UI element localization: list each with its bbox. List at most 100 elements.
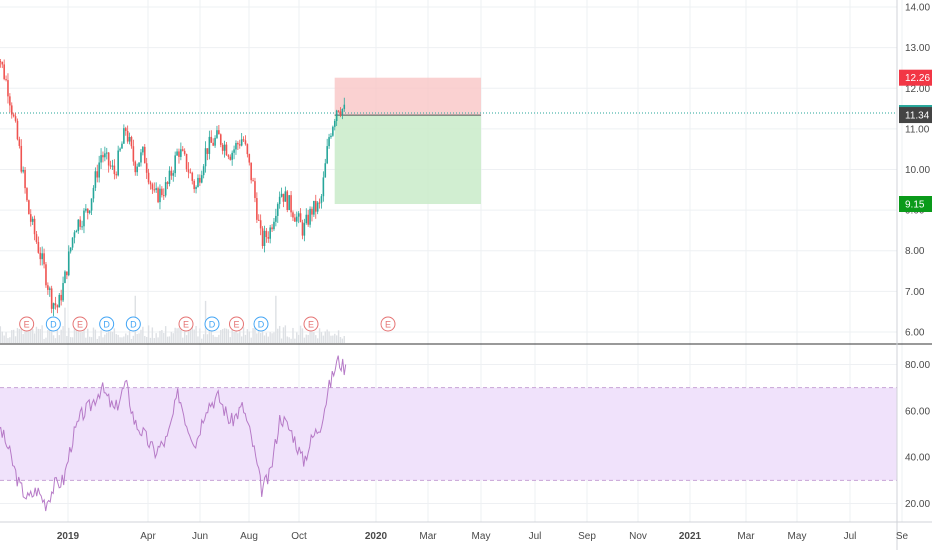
candle-body: [267, 237, 270, 239]
volume-bar: [77, 327, 79, 343]
candle-body: [195, 186, 197, 190]
candle-body: [212, 142, 214, 146]
candle-body: [75, 230, 78, 233]
volume-bar: [69, 337, 72, 343]
candle-body: [330, 135, 332, 138]
dividend-marker[interactable]: D: [204, 316, 220, 332]
candle-body: [126, 130, 129, 142]
stop-loss-zone[interactable]: [334, 77, 481, 116]
earnings-marker[interactable]: E: [178, 316, 194, 332]
candle-body: [138, 162, 140, 167]
candle-body: [62, 283, 64, 301]
candle-body: [142, 146, 144, 153]
event-marker-label: D: [209, 320, 216, 330]
earnings-marker[interactable]: E: [303, 316, 319, 332]
volume-bar: [168, 336, 171, 343]
volume-bar: [307, 334, 309, 343]
volume-bar: [309, 330, 311, 343]
candle-body: [199, 177, 201, 183]
volume-bar: [145, 336, 148, 343]
candle-body: [242, 139, 245, 141]
candle-body: [9, 96, 11, 106]
candle-body: [153, 189, 156, 191]
volume-bar: [157, 337, 159, 343]
volume-bar: [297, 334, 300, 343]
volume-bar: [30, 326, 32, 343]
candle-body: [22, 169, 24, 172]
event-marker-circle: [303, 316, 319, 332]
volume-bar: [328, 331, 330, 343]
volume-bar: [195, 325, 197, 343]
price-badge-bg: [899, 107, 932, 124]
volume-bar: [237, 333, 239, 343]
candle-body: [332, 126, 334, 136]
candle-body: [309, 208, 311, 225]
earnings-marker[interactable]: E: [229, 316, 244, 332]
candle-body: [335, 110, 338, 121]
candle-body: [252, 180, 254, 182]
candle-body: [339, 111, 342, 115]
candle-body: [292, 212, 294, 218]
candle-body: [149, 182, 152, 185]
volume-bar: [271, 333, 273, 343]
volume-bar: [126, 335, 129, 343]
time-axis[interactable]: 2019 Apr Jun Aug Oct 2020 Mar May Jul Sep Nov 2021 M…: [57, 531, 909, 542]
volume-bar: [149, 337, 152, 343]
candle-body: [5, 79, 7, 81]
earnings-marker[interactable]: E: [380, 316, 396, 332]
volume-bar: [202, 334, 205, 343]
event-marker-circle: [125, 316, 141, 332]
candle-body: [12, 114, 15, 117]
candle-body: [240, 139, 243, 146]
volume-bar: [233, 331, 235, 343]
volume-bar: [252, 328, 254, 343]
rsi-axis[interactable]: 80.00 60.00 40.00 20.00: [905, 360, 930, 510]
candle-body: [77, 219, 80, 231]
candle-body: [210, 136, 213, 143]
take-profit-zone[interactable]: [334, 115, 481, 205]
candle-body: [90, 198, 93, 211]
candle-body: [295, 216, 298, 222]
candle-body: [28, 200, 30, 215]
volume-bar: [261, 330, 264, 343]
candle-body: [320, 196, 323, 203]
volume-bar: [185, 335, 188, 343]
event-marker-label: E: [77, 320, 83, 330]
volume-bar: [284, 325, 287, 343]
volume-bar: [341, 338, 344, 343]
volume-bar: [273, 332, 275, 343]
volume-bar: [221, 329, 224, 343]
rsi-tick-label: 40.00: [905, 453, 930, 464]
candle-body: [161, 188, 163, 196]
candle-body: [117, 150, 119, 176]
candle-body: [0, 61, 2, 63]
candle-body: [164, 182, 167, 196]
time-tick-label: Nov: [629, 531, 647, 542]
event-marker-label: E: [308, 320, 314, 330]
candle-body: [202, 166, 205, 176]
earnings-marker[interactable]: E: [72, 316, 88, 332]
dividend-marker[interactable]: D: [45, 316, 61, 332]
volume-bar: [117, 334, 119, 343]
candle-body: [88, 210, 91, 213]
volume-bar: [142, 326, 144, 343]
short-position-tool[interactable]: [0, 77, 897, 205]
event-marker-label: D: [50, 320, 57, 330]
candle-body: [50, 288, 53, 309]
volume-bar: [28, 328, 30, 343]
candle-body: [223, 144, 226, 151]
earnings-marker[interactable]: E: [19, 316, 35, 332]
candle-body: [102, 155, 104, 158]
volume-bar: [218, 334, 220, 343]
candle-body: [183, 150, 186, 154]
price-badge: 12.26: [899, 69, 932, 86]
dividend-marker[interactable]: D: [99, 316, 115, 332]
candle-body: [115, 174, 118, 176]
price-tick-label: 11.00: [905, 124, 930, 135]
dividend-marker[interactable]: D: [125, 316, 141, 332]
candle-body: [94, 171, 97, 188]
event-marker-circle: [45, 316, 61, 332]
candle-body: [85, 208, 87, 211]
candle-body: [56, 305, 59, 308]
dividend-marker[interactable]: D: [253, 316, 269, 332]
